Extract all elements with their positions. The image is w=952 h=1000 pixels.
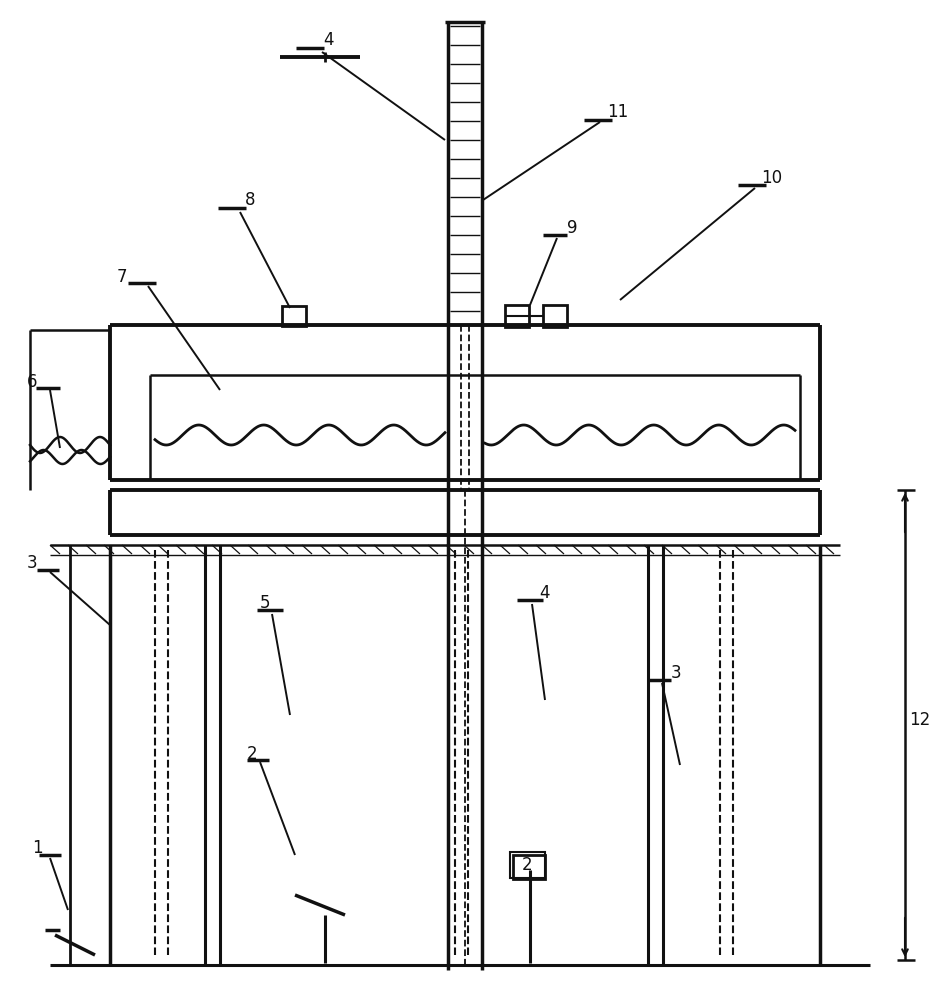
Bar: [282, 306, 306, 326]
Bar: [543, 305, 567, 327]
Text: 7: 7: [117, 268, 128, 286]
Text: 4: 4: [323, 31, 333, 49]
Text: 6: 6: [27, 373, 37, 391]
Text: 5: 5: [260, 594, 270, 612]
Text: 2: 2: [522, 856, 532, 874]
Bar: [510, 852, 545, 878]
Text: 3: 3: [671, 664, 682, 682]
Text: 11: 11: [607, 103, 628, 121]
Bar: [505, 305, 529, 327]
Bar: [513, 855, 545, 879]
Text: 9: 9: [566, 219, 577, 237]
Text: 8: 8: [245, 191, 255, 209]
Text: 12: 12: [909, 711, 931, 729]
Text: 10: 10: [762, 169, 783, 187]
Text: 4: 4: [539, 584, 549, 602]
Text: 2: 2: [247, 745, 257, 763]
Text: 3: 3: [27, 554, 37, 572]
Text: 1: 1: [31, 839, 42, 857]
